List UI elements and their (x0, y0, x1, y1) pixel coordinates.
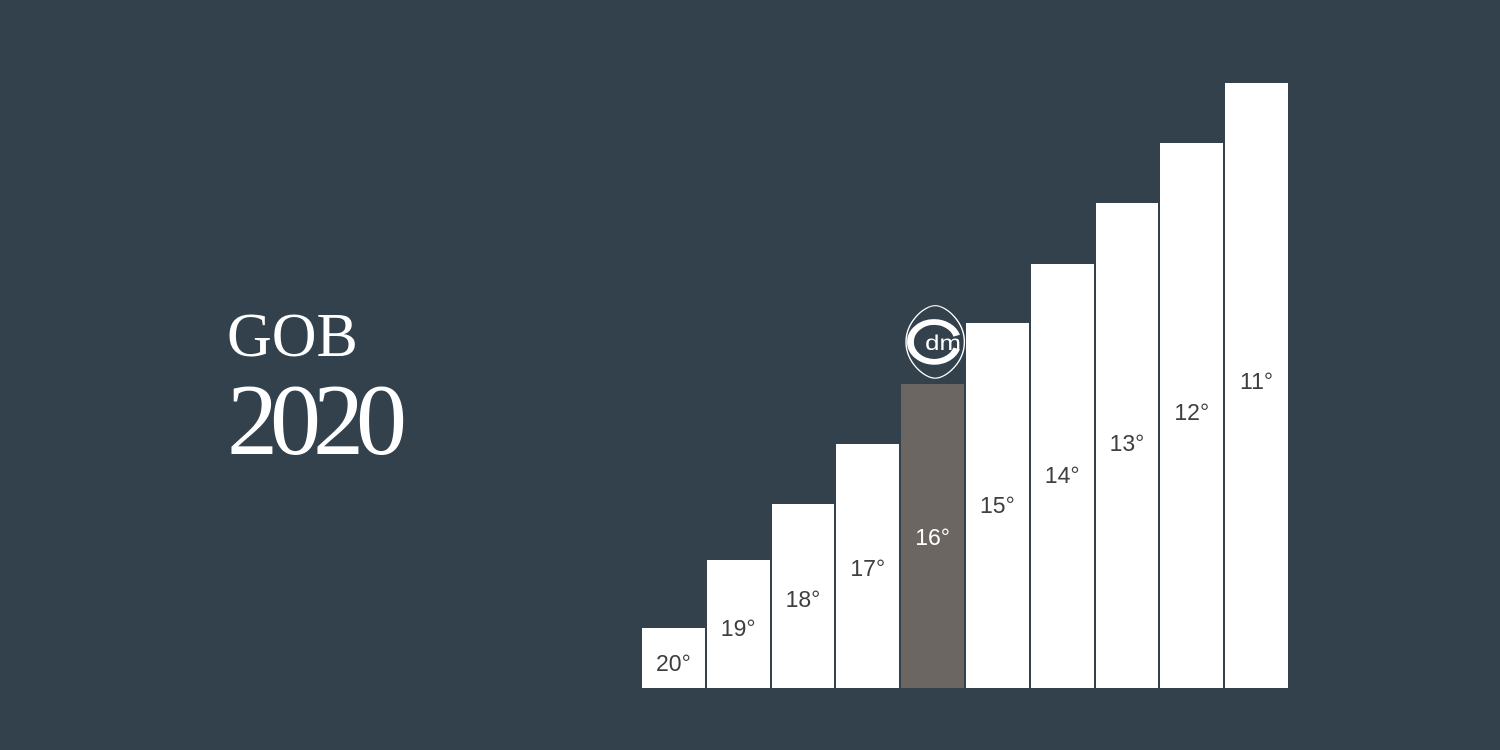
svg-text:dm: dm (925, 331, 961, 356)
